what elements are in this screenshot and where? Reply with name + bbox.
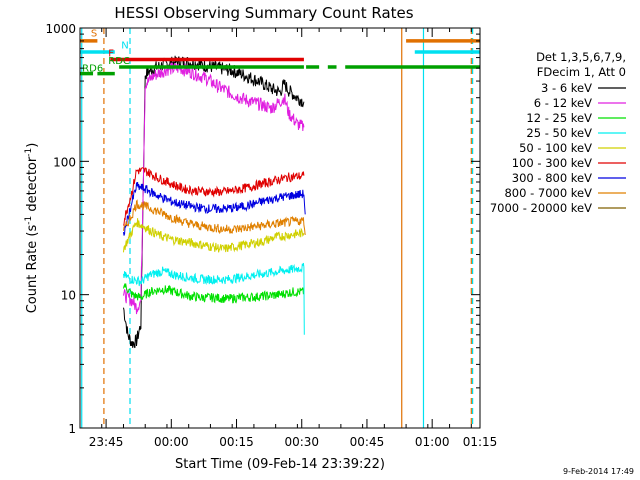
legend-label-3: 25 - 50 keV	[526, 126, 592, 140]
plot-content	[80, 28, 480, 428]
legend-header-decim: FDecim 1, Att 0	[537, 65, 626, 79]
x-axis-label: Start Time (09-Feb-14 23:39:22)	[175, 457, 385, 472]
series-line-3	[123, 262, 305, 335]
series-line-7	[123, 199, 306, 236]
legend-label-1: 6 - 12 keV	[534, 96, 592, 110]
chart-title: HESSI Observing Summary Count Rates	[114, 4, 413, 22]
legend: Det 1,3,5,6,7,9, FDecim 1, Att 0 3 - 6 k…	[490, 50, 626, 215]
flag-label-2: F	[108, 49, 114, 60]
flag-label-4: RD6	[82, 64, 103, 75]
footer-date: 9-Feb-2014 17:49	[563, 467, 634, 476]
legend-label-7: 800 - 7000 keV	[504, 186, 592, 200]
x-axis: 23:45 00:00 00:15 00:30 00:45 01:00 01:15	[79, 28, 498, 449]
legend-label-6: 300 - 800 keV	[512, 171, 592, 185]
y-tick-label-1: 10	[61, 289, 76, 303]
flag-label-0: S	[91, 29, 97, 40]
y-axis-label: Count Rate (s-1 detector-1)	[24, 143, 40, 314]
legend-label-4: 50 - 100 keV	[519, 141, 592, 155]
legend-header-detectors: Det 1,3,5,6,7,9,	[536, 50, 626, 64]
legend-label-2: 12 - 25 keV	[526, 111, 592, 125]
y-tick-label-0: 1	[68, 422, 76, 436]
x-tick-label-6: 01:15	[463, 435, 498, 449]
y-tick-label-2: 100	[53, 155, 76, 169]
legend-label-8: 7000 - 20000 keV	[490, 201, 592, 215]
x-tick-label-4: 00:45	[350, 435, 385, 449]
flag-label-3: RDC	[108, 56, 130, 67]
series-line-6	[123, 182, 306, 236]
y-tick-label-3: 1000	[45, 22, 76, 36]
x-tick-label-3: 00:30	[284, 435, 319, 449]
legend-label-5: 100 - 300 keV	[512, 156, 592, 170]
x-tick-label-1: 00:00	[154, 435, 189, 449]
x-tick-label-0: 23:45	[89, 435, 124, 449]
series-line-1	[123, 62, 305, 315]
series-line-4	[123, 218, 305, 253]
legend-label-0: 3 - 6 keV	[541, 81, 592, 95]
x-tick-label-2: 00:15	[219, 435, 254, 449]
flag-label-1: N	[121, 41, 128, 52]
plot-frame	[79, 27, 481, 429]
series-line-5	[123, 167, 305, 226]
x-tick-label-5: 01:00	[415, 435, 450, 449]
y-axis: 1 10 100 1000	[45, 22, 480, 436]
series-line-2	[123, 282, 305, 304]
